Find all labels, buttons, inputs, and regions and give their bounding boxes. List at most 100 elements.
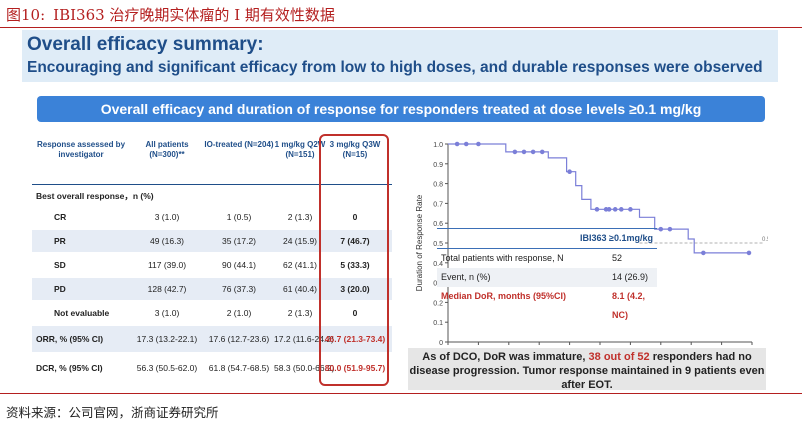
y-axis-label: Duration of Response Rate	[415, 194, 424, 291]
title-rule	[0, 27, 802, 28]
censor-mark	[746, 250, 752, 256]
censor-mark	[658, 226, 664, 232]
table-row-label: PD	[54, 284, 66, 294]
slide-heading: Overall efficacy summary:	[27, 34, 264, 55]
y-tick-label: 0.4	[433, 261, 443, 268]
table-section-label: Best overall response，n (%)	[36, 191, 154, 201]
table-header-cell: 1 mg/kg Q2W (N=151)	[274, 140, 326, 159]
y-tick-label: 0	[439, 340, 443, 347]
table-cell: 56.3 (50.5-62.0)	[136, 363, 198, 373]
table-cell: 49 (16.3)	[149, 236, 185, 246]
table-row-label: Not evaluable	[54, 308, 110, 318]
inset-label: Total patients with response, N	[441, 253, 564, 263]
table-cell: 61.8 (54.7-68.5)	[208, 363, 270, 373]
table-row: CR 3 (1.0) 1 (0.5) 2 (1.3) 0	[32, 206, 392, 228]
km-curve	[448, 143, 749, 254]
table-row: DCR, % (95% CI) 56.3 (50.5-62.0) 61.8 (54.…	[32, 354, 392, 382]
table-cell: 62 (41.1)	[282, 260, 318, 270]
note-highlight: 38 out of 52	[588, 351, 650, 363]
highlight-box-3mg	[319, 134, 389, 386]
table-row-label: CR	[54, 212, 67, 222]
table-row-label: DCR, % (95% CI)	[36, 363, 103, 373]
table-cell: 0	[352, 212, 358, 222]
table-cell: 17.3 (13.2-22.1)	[136, 334, 198, 344]
table-header-cell: All patients (N=300)**	[145, 140, 189, 159]
inset-value: 14 (26.9)	[612, 272, 649, 282]
table-row-label: PR	[54, 236, 66, 246]
slide-header: Overall efficacy summary: Encouraging an…	[22, 30, 778, 82]
table-cell: 35 (17.2)	[221, 236, 257, 246]
y-tick-label: 0.7	[433, 201, 443, 208]
table-cell: 7 (46.7)	[340, 236, 370, 246]
section-banner: Overall efficacy and duration of respons…	[37, 96, 765, 122]
y-tick-label: 0.2	[433, 300, 443, 307]
censor-mark	[606, 207, 612, 212]
figure-caption: IBI363 治疗晚期实体瘤的 I 期有效性数据	[53, 6, 335, 24]
dco-note: As of DCO, DoR was immature, 38 out of 5…	[408, 348, 766, 391]
table-cell: 76 (37.3)	[221, 284, 257, 294]
table-row: PD 128 (42.7) 76 (37.3) 61 (40.4) 3 (20.0)	[32, 278, 392, 300]
censor-mark	[667, 226, 673, 232]
censor-mark	[628, 207, 633, 212]
table-cell: 3 (20.0)	[340, 284, 370, 294]
inset-row-total: Total patients with response, N 52	[437, 249, 657, 268]
efficacy-table: Response assessed by investigator All pat…	[32, 134, 392, 384]
table-cell: 2 (1.3)	[287, 212, 313, 222]
table-section-row: Best overall response，n (%)	[32, 184, 392, 205]
table-cell: 2 (1.3)	[287, 308, 313, 318]
inset-label: Median DoR, months (95%CI)	[441, 291, 567, 301]
table-cell: 24 (15.9)	[282, 236, 318, 246]
inset-row-median: Median DoR, months (95%CI) 8.1 (4.2, NC)	[437, 287, 657, 320]
censor-mark	[476, 141, 481, 147]
censor-mark	[618, 207, 624, 212]
censor-mark	[567, 169, 572, 175]
table-cell: 117 (39.0)	[147, 260, 187, 270]
table-cell: 3 (1.0)	[154, 308, 180, 318]
censor-mark	[521, 149, 527, 155]
table-header-cell: Response assessed by investigator	[36, 140, 126, 159]
inset-value: 8.1 (4.2, NC)	[612, 291, 646, 320]
table-cell: 17.2 (11.6-24.2)	[274, 334, 334, 344]
table-cell: 58.3 (50.0-66.2)	[274, 363, 335, 373]
censor-mark	[612, 207, 618, 212]
table-header-cell: 3 mg/kg Q3W (N=15)	[329, 140, 381, 159]
table-cell: 17.6 (12.7-23.6)	[208, 334, 270, 344]
median-reference-label: 0.5	[762, 237, 768, 243]
y-tick-label: 0.1	[433, 320, 443, 327]
table-header-cell: IO-treated (N=204)	[204, 140, 274, 149]
inset-value: 52	[612, 253, 623, 263]
censor-mark	[454, 141, 460, 147]
table-row: ORR, % (95% CI) 17.3 (13.2-22.1) 17.6 (12.…	[32, 326, 392, 352]
dor-summary-inset: IBI363 ≥0.1mg/kg Total patients with res…	[437, 228, 657, 320]
slide-subheading: Encouraging and significant efficacy fro…	[27, 59, 763, 76]
figure-source: 资料来源：公司官网，浙商证券研究所	[6, 405, 219, 420]
table-row: SD 117 (39.0) 90 (44.1) 62 (41.1) 5 (33.3)	[32, 254, 392, 276]
table-cell: 80.0 (51.9-95.7)	[324, 363, 386, 373]
censor-mark	[463, 141, 469, 147]
table-row-label: SD	[54, 260, 66, 270]
table-row: PR 49 (16.3) 35 (17.2) 24 (15.9) 7 (46.7)	[32, 230, 392, 252]
table-cell: 2 (1.0)	[226, 308, 252, 318]
note-text: As of DCO, DoR was immature,	[422, 351, 589, 363]
table-cell: 0	[352, 308, 358, 318]
censor-mark	[539, 149, 545, 155]
table-cell: 46.7 (21.3-73.4)	[324, 334, 386, 344]
y-tick-label: 1.0	[433, 142, 443, 149]
censor-mark	[701, 250, 706, 256]
table-row-label: ORR, % (95% CI)	[36, 334, 104, 344]
table-cell: 1 (0.5)	[226, 212, 252, 222]
censor-mark	[512, 149, 518, 155]
table-cell: 128 (42.7)	[147, 284, 187, 294]
table-cell: 5 (33.3)	[340, 260, 370, 270]
table-row: Not evaluable 3 (1.0) 2 (1.0) 2 (1.3) 0	[32, 302, 392, 324]
table-cell: 3 (1.0)	[154, 212, 180, 222]
y-tick-label: 0.8	[433, 182, 443, 189]
slide: Overall efficacy summary: Encouraging an…	[22, 30, 778, 392]
inset-row-event: Event, n (%) 14 (26.9)	[437, 268, 657, 287]
table-cell: 61 (40.4)	[282, 284, 318, 294]
y-tick-label: 0.5	[433, 241, 443, 248]
inset-header: IBI363 ≥0.1mg/kg	[437, 228, 657, 249]
figure-number: 图10:	[6, 6, 46, 24]
y-tick-label: 0.9	[433, 162, 443, 169]
y-tick-label: 0.6	[433, 221, 443, 228]
